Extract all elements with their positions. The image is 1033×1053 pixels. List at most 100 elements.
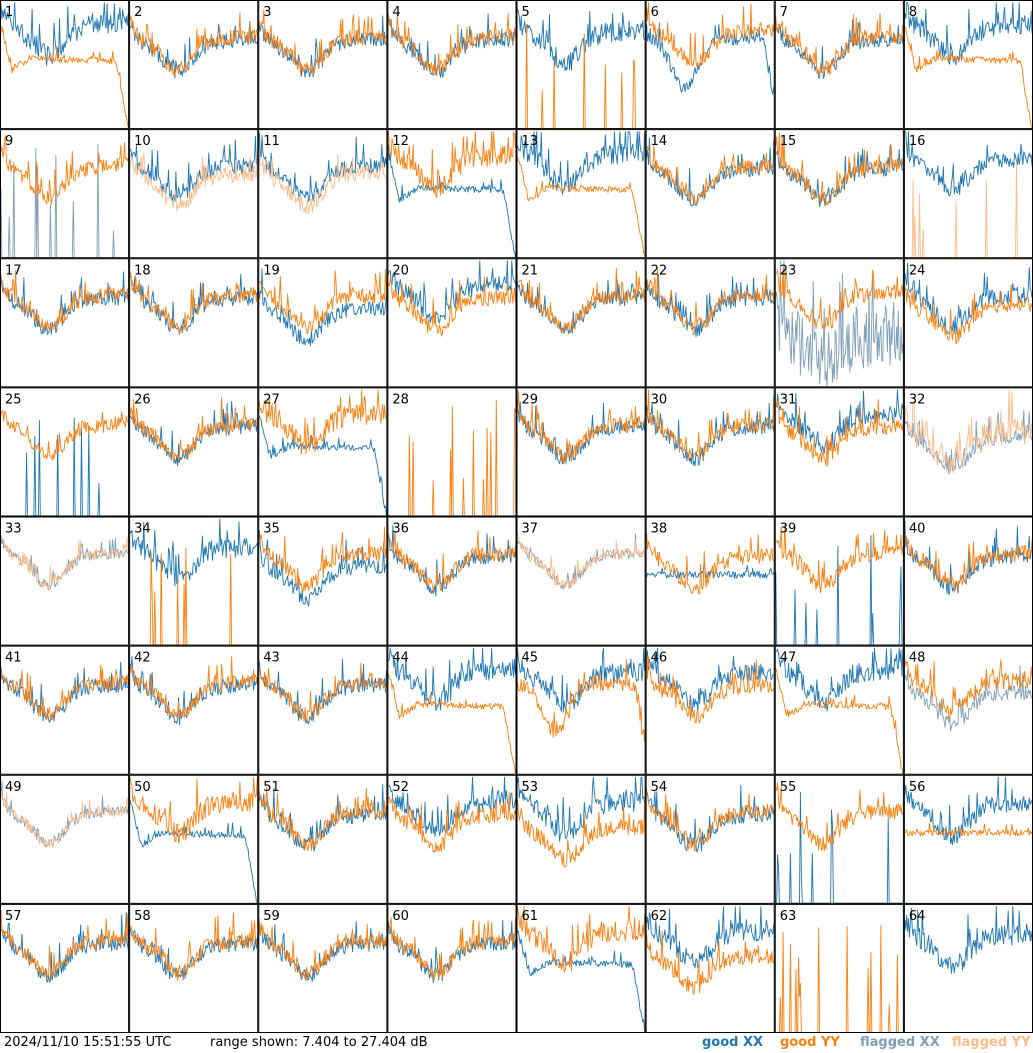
panel-label: 35 <box>263 522 280 537</box>
panel-62-frame <box>645 903 775 1033</box>
panel-50-xx-line <box>129 799 258 904</box>
panel-4: 4 <box>387 0 517 130</box>
panel-14: 14 <box>645 129 775 259</box>
panel-label: 10 <box>134 134 151 149</box>
panel-21: 21 <box>516 258 646 388</box>
panel-label: 63 <box>780 909 797 924</box>
panel-56: 56 <box>903 774 1033 904</box>
panel-32: 32 <box>903 387 1033 517</box>
panel-3-yy-line <box>258 9 387 75</box>
panel-label: 19 <box>263 263 280 278</box>
panel-label: 28 <box>392 392 409 407</box>
panel-9-yy-line <box>0 135 129 206</box>
panel-label: 52 <box>392 780 409 795</box>
panel-label: 1 <box>5 5 13 20</box>
panel-41-frame <box>0 645 130 775</box>
panel-label: 58 <box>134 909 151 924</box>
panel-41-yy-line <box>0 664 129 721</box>
panel-label: 36 <box>392 522 409 537</box>
panel-20-yy-line <box>387 276 516 337</box>
panel-label: 57 <box>5 909 22 924</box>
panel-label: 30 <box>651 392 668 407</box>
panel-37-yy-line <box>517 532 646 590</box>
panel-label: 61 <box>522 909 539 924</box>
panel-44: 44 <box>387 645 517 775</box>
panel-label: 26 <box>134 392 151 407</box>
panel-34-frame <box>129 516 259 646</box>
panel-1: 1 <box>0 0 130 130</box>
panel-label: 31 <box>780 392 797 407</box>
panel-label: 43 <box>263 651 280 666</box>
panel-43-frame <box>258 645 388 775</box>
panel-13-xx-line <box>517 131 646 195</box>
panel-54-yy-line <box>646 788 775 852</box>
panel-27-yy-line <box>258 389 387 455</box>
panel-label: 32 <box>909 392 926 407</box>
panel-33-yy-line <box>0 536 129 590</box>
panel-label: 56 <box>909 780 926 795</box>
panel-6-frame <box>645 0 775 130</box>
panel-33: 33 <box>0 516 130 646</box>
panel-41: 41 <box>0 645 130 775</box>
panel-15: 15 <box>774 129 904 259</box>
panel-3-frame <box>258 0 388 130</box>
panel-43: 43 <box>258 645 388 775</box>
panel-label: 24 <box>909 263 926 278</box>
panel-54-frame <box>645 774 775 904</box>
panel-5-xx-line <box>517 9 646 71</box>
panel-56-yy-line <box>904 822 1033 837</box>
panel-26: 26 <box>129 387 259 517</box>
panel-label: 49 <box>5 780 22 795</box>
panel-32-yy-line <box>904 389 1033 475</box>
panel-30-yy-line <box>646 389 775 461</box>
panel-62-xx-line <box>646 906 775 969</box>
panel-17-frame <box>0 258 130 388</box>
panel-21-frame <box>516 258 646 388</box>
panel-44-xx-line <box>387 647 516 712</box>
range-label: range shown: 7.404 to 27.404 dB <box>210 1035 428 1050</box>
panel-46-xx-line <box>646 647 774 712</box>
panel-39: 39 <box>774 516 904 646</box>
panel-label: 7 <box>780 5 788 20</box>
panel-47-frame <box>774 645 904 775</box>
panel-label: 37 <box>522 522 539 537</box>
panel-62-yy-line <box>646 930 775 995</box>
panel-57-xx-line <box>0 911 129 983</box>
panel-16-yy-line <box>904 161 1032 259</box>
panel-22-frame <box>645 258 775 388</box>
panel-56-xx-line <box>904 776 1033 846</box>
panel-label: 38 <box>651 522 668 537</box>
panel-10-frame <box>129 129 259 259</box>
panel-36: 36 <box>387 516 517 646</box>
panel-51-xx-line <box>258 783 387 852</box>
panel-6-yy-line <box>646 2 775 69</box>
panel-55-frame <box>774 774 904 904</box>
panel-label: 46 <box>651 651 668 666</box>
panel-1-frame <box>0 0 130 130</box>
panel-46: 46 <box>645 645 775 775</box>
panel-35-yy-line <box>259 526 387 592</box>
panel-25-frame <box>0 387 130 517</box>
panel-23-xx-line <box>775 260 904 388</box>
panel-label: 62 <box>651 909 668 924</box>
panel-38: 38 <box>645 516 775 646</box>
panel-47: 47 <box>774 645 904 775</box>
panel-52-yy-line <box>388 791 516 853</box>
panel-47-yy-line <box>775 668 904 775</box>
panel-28-frame <box>387 387 517 517</box>
panel-22-yy-line <box>646 268 775 336</box>
panel-20: 20 <box>387 258 517 388</box>
panel-label: 16 <box>909 134 926 149</box>
panel-58: 58 <box>129 903 259 1033</box>
panel-12-yy-line <box>387 131 516 198</box>
panel-55-xx-line <box>775 791 903 904</box>
panel-60-frame <box>387 903 517 1033</box>
panel-26-frame <box>129 387 259 517</box>
legend-good-xx: good XX <box>702 1035 764 1050</box>
panel-20-frame <box>387 258 517 388</box>
panel-42-frame <box>129 645 259 775</box>
panel-59: 59 <box>258 903 388 1033</box>
panel-12: 12 <box>387 129 517 259</box>
panel-2-yy-line <box>129 12 258 76</box>
panel-30: 30 <box>645 387 775 517</box>
